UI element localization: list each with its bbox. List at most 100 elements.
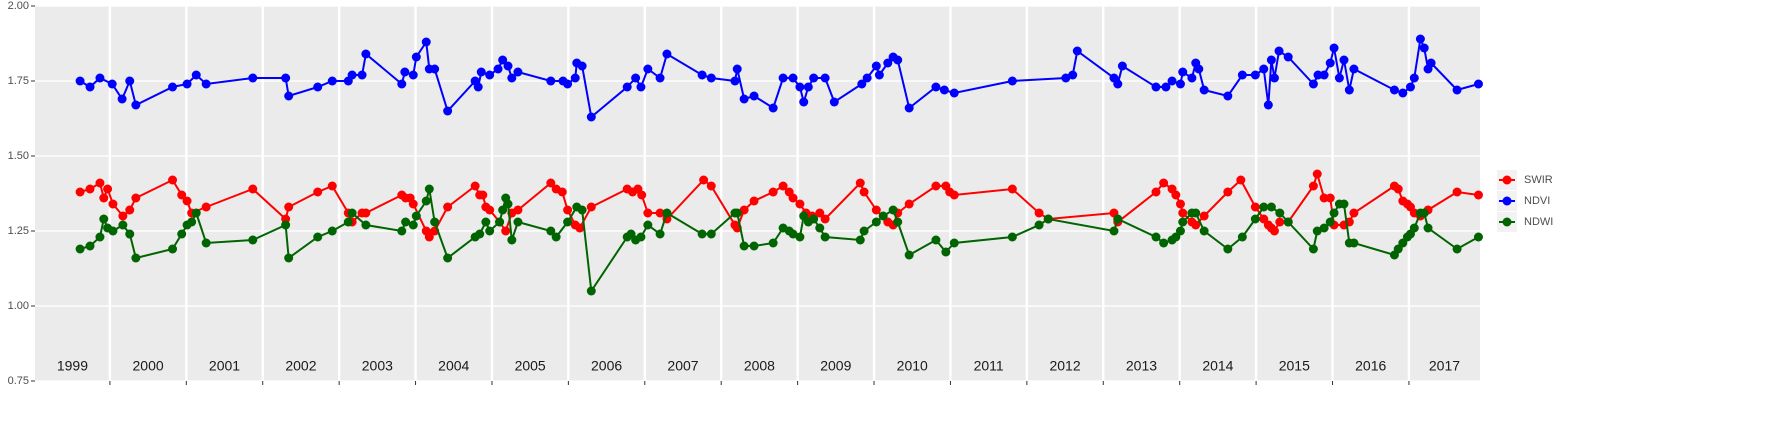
data-point <box>730 76 740 86</box>
year-label: 2001 <box>209 358 240 374</box>
legend-dot <box>1502 217 1512 227</box>
data-point <box>95 73 105 83</box>
data-point <box>108 199 118 209</box>
data-point <box>1007 76 1017 86</box>
data-point <box>636 232 646 242</box>
data-point <box>85 241 95 251</box>
data-point <box>1061 73 1071 83</box>
data-point <box>1329 43 1339 53</box>
data-point <box>1178 217 1188 227</box>
data-point <box>1237 232 1247 242</box>
data-point <box>327 181 337 191</box>
data-point <box>643 208 653 218</box>
data-point <box>478 190 488 200</box>
data-point <box>1329 208 1339 218</box>
data-point <box>739 94 749 104</box>
data-point <box>815 208 825 218</box>
data-point <box>904 199 914 209</box>
data-point <box>788 73 798 83</box>
data-point <box>191 70 201 80</box>
data-point <box>1043 214 1053 224</box>
data-point <box>475 229 485 239</box>
data-point <box>706 229 716 239</box>
data-point <box>739 241 749 251</box>
data-point <box>1266 55 1276 65</box>
data-point <box>768 187 778 197</box>
data-point <box>1167 76 1177 86</box>
data-point <box>1259 202 1269 212</box>
data-point <box>855 178 865 188</box>
data-point <box>1473 232 1483 242</box>
data-point <box>577 205 587 215</box>
data-point <box>1191 220 1201 230</box>
data-point <box>248 184 258 194</box>
data-point <box>1175 226 1185 236</box>
data-point <box>168 175 178 185</box>
data-point <box>1319 223 1329 233</box>
data-point <box>874 70 884 80</box>
year-label: 2014 <box>1202 358 1233 374</box>
data-point <box>815 223 825 233</box>
data-point <box>421 196 431 206</box>
data-point <box>871 217 881 227</box>
data-point <box>778 181 788 191</box>
data-point <box>706 73 716 83</box>
data-point <box>85 82 95 92</box>
data-point <box>546 76 556 86</box>
y-tick-label: 1.75 <box>8 75 29 87</box>
data-point <box>878 211 888 221</box>
data-point <box>1223 187 1233 197</box>
data-point <box>1308 79 1318 89</box>
data-point <box>443 106 453 116</box>
data-point <box>857 79 867 89</box>
data-point <box>1199 226 1209 236</box>
data-point <box>799 97 809 107</box>
data-point <box>1269 226 1279 236</box>
data-point <box>1473 79 1483 89</box>
data-point <box>795 232 805 242</box>
data-point <box>1409 73 1419 83</box>
data-point <box>1259 64 1269 74</box>
legend-label: NDVI <box>1524 195 1550 207</box>
data-point <box>118 211 128 221</box>
data-point <box>1452 187 1462 197</box>
data-point <box>408 199 418 209</box>
data-point <box>1269 73 1279 83</box>
data-point <box>411 211 421 221</box>
data-point <box>893 55 903 65</box>
data-point <box>430 217 440 227</box>
data-point <box>1409 223 1419 233</box>
data-point <box>1113 214 1123 224</box>
data-point <box>421 37 431 47</box>
year-label: 2005 <box>515 358 546 374</box>
data-point <box>361 208 371 218</box>
data-point <box>470 181 480 191</box>
data-point <box>820 232 830 242</box>
data-point <box>1473 190 1483 200</box>
data-point <box>1223 244 1233 254</box>
data-point <box>313 82 323 92</box>
data-point <box>643 220 653 230</box>
data-point <box>1151 82 1161 92</box>
data-point <box>347 208 357 218</box>
data-point <box>408 70 418 80</box>
data-point <box>871 205 881 215</box>
data-point <box>820 73 830 83</box>
data-point <box>883 58 893 68</box>
data-point <box>1419 43 1429 53</box>
data-point <box>501 226 511 236</box>
year-label: 2004 <box>438 358 469 374</box>
data-point <box>1275 217 1285 227</box>
data-point <box>401 217 411 227</box>
data-point <box>575 223 585 233</box>
data-point <box>949 88 959 98</box>
y-tick-label: 1.00 <box>8 300 29 312</box>
data-point <box>1349 238 1359 248</box>
data-point <box>904 250 914 260</box>
year-label: 2013 <box>1126 358 1157 374</box>
data-point <box>125 229 135 239</box>
data-point <box>177 190 187 200</box>
data-point <box>1034 220 1044 230</box>
data-point <box>1113 79 1123 89</box>
